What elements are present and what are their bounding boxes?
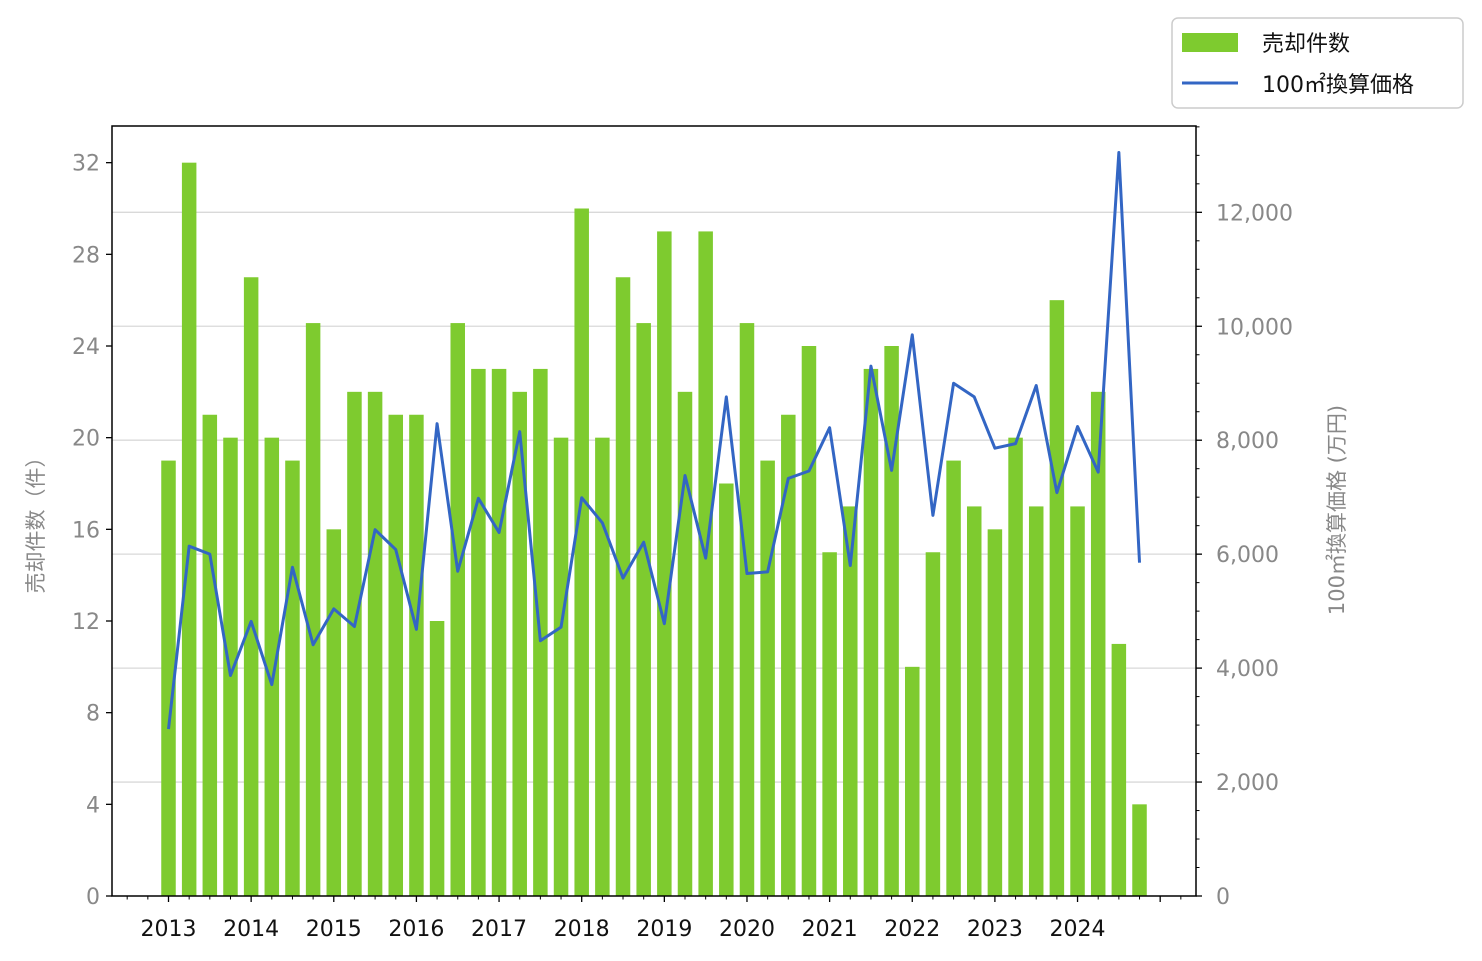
y-axis-label: 売却件数（件） — [24, 447, 48, 594]
bar — [946, 460, 961, 896]
x-axis: 2013 2014 2015 2016 2017 2018 2019 2020 2021 2022… — [126, 896, 1182, 942]
bar-series — [161, 162, 1147, 897]
bar — [884, 346, 899, 896]
x-tick-label: 2016 — [388, 917, 444, 942]
y2-tick-label: 6,000 — [1216, 543, 1279, 568]
y-tick-label: 12 — [72, 610, 100, 635]
bar — [181, 162, 197, 896]
bar — [719, 483, 734, 896]
bar — [863, 368, 879, 897]
bar — [409, 414, 424, 896]
x-tick-label: 2019 — [636, 917, 692, 942]
y-tick-label: 32 — [72, 152, 100, 177]
y2-tick-label: 2,000 — [1216, 771, 1279, 796]
bar — [388, 414, 404, 896]
bar — [202, 414, 218, 896]
y2-tick-label: 12,000 — [1216, 201, 1293, 226]
x-tick-label: 2021 — [802, 917, 858, 942]
y-axis-left: 0 4 8 12 16 20 24 28 32 — [72, 152, 112, 910]
legend-label-line: 100㎡換算価格 — [1262, 72, 1414, 98]
bar — [615, 277, 631, 896]
bar — [698, 231, 713, 896]
bar — [305, 323, 321, 896]
legend: 売却件数 100㎡換算価格 — [1171, 17, 1464, 109]
bar — [781, 414, 796, 896]
line-series — [167, 150, 1142, 730]
y-tick-label: 28 — [72, 243, 100, 268]
bar — [1028, 506, 1044, 896]
y-tick-label: 16 — [72, 518, 100, 543]
legend-label-bars: 売却件数 — [1262, 32, 1350, 57]
y2-axis-label: 100㎡換算価格 (万円) — [1325, 405, 1349, 615]
bar — [161, 460, 176, 896]
legend-swatch-bars — [1182, 33, 1238, 52]
bar — [574, 208, 589, 896]
x-tick-label: 2013 — [141, 917, 197, 942]
bar — [739, 323, 755, 896]
bar — [657, 231, 672, 896]
bar — [677, 391, 693, 896]
bar — [491, 368, 507, 897]
y-tick-label: 24 — [72, 335, 100, 360]
x-tick-label: 2023 — [967, 917, 1023, 942]
bar — [636, 323, 651, 896]
bar — [553, 437, 569, 896]
bar — [1111, 643, 1127, 896]
x-tick-label: 2015 — [306, 917, 362, 942]
bar — [243, 277, 259, 896]
bar — [905, 666, 920, 896]
x-tick-label: 2024 — [1050, 917, 1106, 942]
bar — [450, 323, 465, 896]
bar — [1090, 391, 1106, 896]
y-axis-right: 0 2,000 4,000 6,000 8,000 10,000 12,000 — [1196, 126, 1293, 910]
bar — [512, 391, 527, 896]
bar — [925, 552, 941, 896]
bar — [760, 460, 775, 896]
plot-frame — [111, 125, 1197, 897]
bar — [367, 391, 383, 896]
bar — [822, 552, 837, 896]
y2-tick-label: 10,000 — [1216, 315, 1293, 340]
bar — [264, 437, 280, 896]
bar — [1008, 437, 1023, 896]
bar — [347, 391, 362, 896]
price-line — [167, 150, 1142, 730]
bar — [595, 437, 610, 896]
x-tick-label: 2022 — [884, 917, 940, 942]
x-tick-label: 2018 — [554, 917, 610, 942]
bar — [471, 368, 486, 897]
bar — [326, 529, 342, 896]
y-tick-label: 8 — [86, 702, 100, 727]
y-tick-label: 20 — [72, 427, 100, 452]
y2-tick-label: 0 — [1216, 885, 1230, 910]
bar — [801, 346, 817, 896]
y2-tick-label: 8,000 — [1216, 429, 1279, 454]
y2-tick-label: 4,000 — [1216, 657, 1279, 682]
y-tick-label: 0 — [86, 885, 100, 910]
legend-frame — [1171, 17, 1464, 109]
bar — [987, 529, 1003, 896]
bar — [285, 460, 300, 896]
bar — [843, 506, 858, 896]
x-tick-label: 2020 — [719, 917, 775, 942]
y-tick-label: 4 — [86, 793, 100, 818]
x-tick-label: 2014 — [223, 917, 279, 942]
bar — [966, 506, 982, 896]
bar — [429, 621, 445, 896]
bar — [1049, 300, 1065, 897]
bar — [1070, 506, 1085, 896]
x-tick-label: 2017 — [471, 917, 527, 942]
bar — [1132, 804, 1147, 896]
